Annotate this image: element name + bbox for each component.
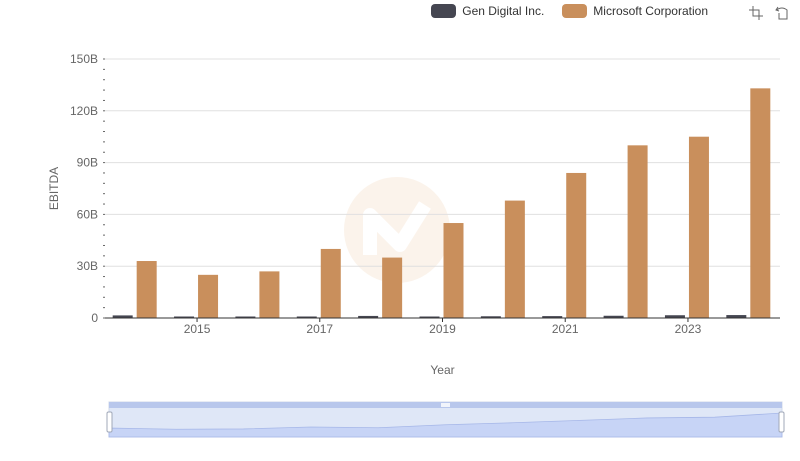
x-tick-label: 2015	[184, 322, 211, 336]
bar-microsoft-2022[interactable]	[627, 145, 648, 318]
legend-swatch-microsoft	[562, 4, 588, 18]
bar-microsoft-2019[interactable]	[443, 223, 464, 318]
bar-microsoft-2015[interactable]	[198, 274, 219, 318]
bar-gen-digital-2015[interactable]	[174, 316, 195, 319]
y-tick-label: 90B	[77, 156, 98, 170]
zoom-reset-icon[interactable]	[774, 5, 790, 21]
legend-item-microsoft[interactable]: Microsoft Corporation	[562, 4, 708, 18]
bar-microsoft-2021[interactable]	[566, 172, 587, 318]
bar-gen-digital-2019[interactable]	[419, 316, 440, 319]
zoom-handle-right[interactable]	[778, 411, 785, 433]
legend-swatch-gen-digital	[431, 4, 457, 18]
bar-microsoft-2018[interactable]	[382, 257, 403, 318]
bar-gen-digital-2016[interactable]	[235, 316, 256, 319]
watermark-logo	[344, 177, 450, 283]
x-tick-label: 2019	[429, 322, 456, 336]
bar-gen-digital-2023[interactable]	[664, 315, 685, 318]
bar-microsoft-2014[interactable]	[136, 261, 157, 318]
toolbox	[748, 5, 790, 21]
legend-item-gen-digital[interactable]: Gen Digital Inc.	[431, 4, 544, 18]
y-tick-label: 150B	[70, 52, 98, 66]
y-tick-label: 0	[91, 311, 98, 325]
legend: Gen Digital Inc. Microsoft Corporation	[431, 4, 708, 18]
zoom-move-handle[interactable]	[441, 403, 450, 407]
bar-gen-digital-2024[interactable]	[726, 315, 747, 318]
y-axis-title: EBITDA	[47, 167, 61, 210]
x-axis-title: Year	[430, 363, 454, 377]
y-tick-label: 60B	[77, 207, 98, 221]
bar-microsoft-2024[interactable]	[750, 88, 771, 318]
bar-microsoft-2020[interactable]	[504, 200, 525, 318]
x-tick-label: 2023	[675, 322, 702, 336]
bar-microsoft-2017[interactable]	[320, 248, 341, 318]
bar-microsoft-2023[interactable]	[688, 136, 709, 318]
x-tick-label: 2017	[306, 322, 333, 336]
bar-gen-digital-2020[interactable]	[480, 316, 501, 318]
legend-label-gen-digital: Gen Digital Inc.	[462, 4, 545, 18]
bar-microsoft-2016[interactable]	[259, 271, 280, 318]
bar-gen-digital-2014[interactable]	[112, 315, 133, 318]
zoom-icon[interactable]	[748, 5, 764, 21]
x-tick-label: 2021	[552, 322, 579, 336]
y-tick-label: 30B	[77, 259, 98, 273]
zoom-slider-preview	[108, 412, 783, 438]
bar-gen-digital-2021[interactable]	[542, 316, 563, 318]
zoom-handle-left[interactable]	[106, 411, 113, 433]
bar-gen-digital-2018[interactable]	[358, 315, 379, 318]
legend-label-microsoft: Microsoft Corporation	[593, 4, 708, 18]
bar-gen-digital-2017[interactable]	[296, 316, 317, 319]
y-tick-label: 120B	[70, 104, 98, 118]
bar-gen-digital-2022[interactable]	[603, 315, 624, 318]
